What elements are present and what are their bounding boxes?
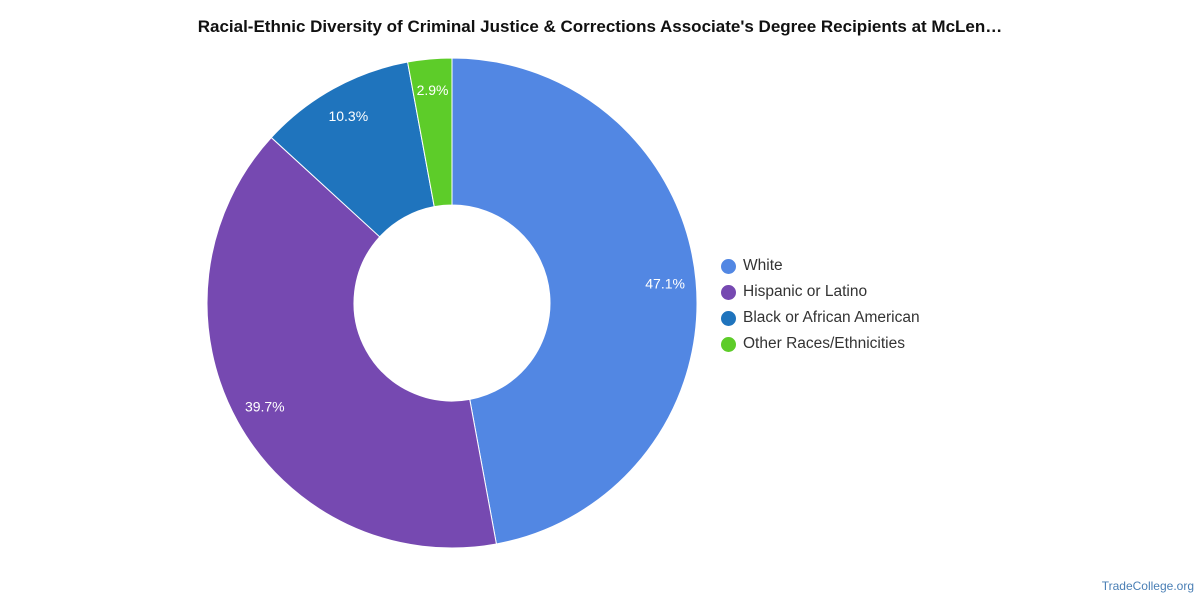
legend-swatch <box>721 284 736 300</box>
slice-labels: 47.1% 39.7% 10.3% 2.9% <box>245 82 685 415</box>
legend-label: Other Races/Ethnicities <box>743 335 905 352</box>
legend-label: Hispanic or Latino <box>743 283 868 300</box>
slice-other-races-ethnicities[interactable] <box>407 57 453 208</box>
slice-label: 39.7% <box>245 399 285 415</box>
legend-swatch <box>721 258 736 274</box>
chart-legend: White Hispanic or Latino Black or African … <box>721 253 920 357</box>
chart-title: Racial-Ethnic Diversity of Criminal Just… <box>197 17 1003 36</box>
legend-swatch <box>721 336 736 352</box>
slice-black-or-african-american[interactable] <box>270 61 435 238</box>
slice-label: 10.3% <box>328 108 368 124</box>
legend-label: White <box>743 257 783 274</box>
legend-item[interactable]: Black or African American <box>721 305 920 331</box>
slice-white[interactable] <box>451 57 698 545</box>
legend-swatch <box>721 310 736 326</box>
slice-hispanic-or-latino[interactable] <box>206 136 497 549</box>
donut-slices <box>206 57 698 549</box>
legend-item[interactable]: Hispanic or Latino <box>721 279 920 305</box>
legend-item[interactable]: Other Races/Ethnicities <box>721 331 920 357</box>
legend-item[interactable]: White <box>721 253 920 279</box>
slice-label: 47.1% <box>645 276 685 292</box>
legend-label: Black or African American <box>743 309 920 326</box>
source-credit[interactable]: TradeCollege.org <box>1101 579 1194 593</box>
slice-label: 2.9% <box>417 82 449 98</box>
